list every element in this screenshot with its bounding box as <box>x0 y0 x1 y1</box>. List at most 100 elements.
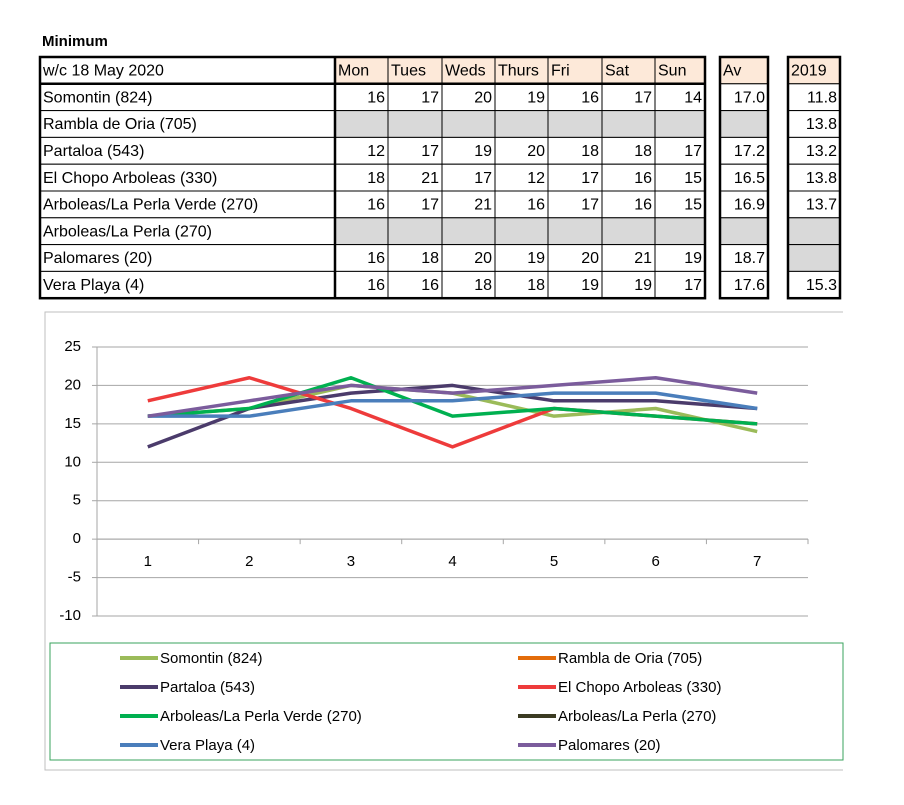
table-cell <box>719 163 769 192</box>
cell-text: 19 <box>684 250 702 267</box>
y-tick-label: -10 <box>59 607 81 624</box>
y-tick-label: 10 <box>64 453 81 470</box>
cell-text: Arboleas/La Perla Verde (270) <box>43 197 258 214</box>
cell-text: Partaloa (543) <box>43 143 144 160</box>
header-cell-text: Mon <box>338 63 369 80</box>
cell-text: 18.7 <box>734 250 765 267</box>
y-tick-label: -5 <box>68 569 81 586</box>
table-cell <box>719 190 769 219</box>
table-cell <box>654 217 706 246</box>
table-cell <box>334 136 389 165</box>
cell-text: 16 <box>634 170 652 187</box>
header-cell-text: w/c 18 May 2020 <box>42 63 164 80</box>
cell-text: 16.9 <box>734 197 765 214</box>
cell-text: 15 <box>684 170 702 187</box>
table-cell <box>441 190 496 219</box>
cell-text: 20 <box>474 89 492 106</box>
cell-text: 18 <box>527 277 545 294</box>
x-tick-label: 4 <box>448 553 456 570</box>
table-cell <box>441 110 496 138</box>
cell-text: 21 <box>634 250 652 267</box>
table-cell <box>787 244 841 272</box>
legend-label: Somontin (824) <box>160 650 263 667</box>
table-cell <box>654 56 706 85</box>
cell-text: 19 <box>474 143 492 160</box>
header-cell-text: Av <box>723 63 741 80</box>
table-cell <box>654 136 706 165</box>
cell-text: 16.5 <box>734 170 765 187</box>
cell-text: 13.8 <box>806 116 837 133</box>
table-cell <box>547 163 603 192</box>
table-cell <box>387 56 443 85</box>
cell-text: 18 <box>474 277 492 294</box>
x-tick-label: 7 <box>753 553 761 570</box>
table-border <box>718 55 770 300</box>
cell-text: 21 <box>421 170 439 187</box>
table-cell <box>654 110 706 138</box>
cell-text: Rambla de Oria (705) <box>43 116 197 133</box>
cell-text: 17.0 <box>734 89 765 106</box>
cell-text: 15.3 <box>806 277 837 294</box>
table-cell <box>441 136 496 165</box>
series-line <box>147 375 758 418</box>
y-tick-label: 15 <box>64 415 81 432</box>
cell-text: 17.6 <box>734 277 765 294</box>
cell-text: 18 <box>581 143 599 160</box>
table-cell <box>387 190 443 219</box>
cell-text: 19 <box>634 277 652 294</box>
header-cell-text: Tues <box>391 63 426 80</box>
legend-box <box>49 642 844 761</box>
legend-label: El Chopo Arboleas (330) <box>558 679 721 696</box>
x-tick-label: 1 <box>144 553 152 570</box>
cell-text: 17 <box>634 89 652 106</box>
y-tick-label: 0 <box>73 530 81 547</box>
table-cell <box>387 110 443 138</box>
table-cell <box>387 217 443 246</box>
cell-text: 16 <box>421 277 439 294</box>
cell-text: 17.2 <box>734 143 765 160</box>
cell-text: 16 <box>527 197 545 214</box>
y-tick-label: 25 <box>64 338 81 355</box>
cell-text: Vera Playa (4) <box>43 277 144 294</box>
cell-text: 16 <box>634 197 652 214</box>
table-cell <box>39 190 336 219</box>
legend-label: Palomares (20) <box>558 737 661 754</box>
cell-text: 13.8 <box>806 170 837 187</box>
cell-text: Palomares (20) <box>43 250 152 267</box>
cell-text: Arboleas/La Perla (270) <box>43 223 212 240</box>
y-tick-label: 20 <box>64 376 81 393</box>
table-cell <box>39 110 336 138</box>
cell-text: 17 <box>474 170 492 187</box>
cell-text: 20 <box>527 143 545 160</box>
table-cell <box>494 110 549 138</box>
table-cell <box>787 217 841 246</box>
table-cell <box>601 83 656 112</box>
table-cell <box>39 244 336 272</box>
cell-text: 16 <box>367 277 385 294</box>
table-cell <box>601 136 656 165</box>
table-cell <box>494 244 549 272</box>
cell-text: 14 <box>684 89 702 106</box>
cell-text: 20 <box>581 250 599 267</box>
cell-text: 17 <box>684 277 702 294</box>
cell-text: 17 <box>684 143 702 160</box>
table-cell <box>334 270 389 299</box>
cell-text: 15 <box>684 197 702 214</box>
cell-text: 12 <box>367 143 385 160</box>
header-cell-text: Thurs <box>498 63 539 80</box>
y-tick-label: 5 <box>73 492 81 509</box>
cell-text: 18 <box>367 170 385 187</box>
cell-text: 17 <box>581 170 599 187</box>
table-cell <box>719 217 769 246</box>
cell-text: 21 <box>474 197 492 214</box>
cell-text: 17 <box>421 197 439 214</box>
table-title: Minimum <box>42 33 108 50</box>
table-cell <box>601 190 656 219</box>
table-cell <box>387 270 443 299</box>
table-cell <box>787 270 841 299</box>
legend-label: Arboleas/La Perla Verde (270) <box>160 708 362 725</box>
table-cell <box>441 217 496 246</box>
series-line <box>147 375 758 426</box>
cell-text: 12 <box>527 170 545 187</box>
